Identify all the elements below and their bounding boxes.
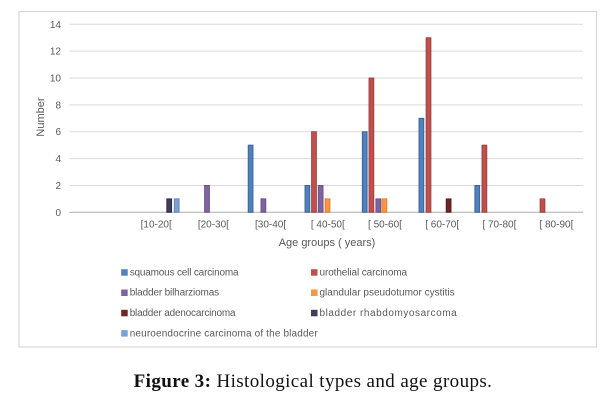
svg-text:[ 70-80[: [ 70-80[ [482, 220, 516, 231]
svg-text:urothelial carcinoma: urothelial carcinoma [320, 267, 408, 278]
svg-text:[ 60-70[: [ 60-70[ [425, 220, 459, 231]
svg-text:[10-20[: [10-20[ [141, 220, 172, 231]
svg-text:[ 80-90[: [ 80-90[ [539, 220, 573, 231]
svg-text:0: 0 [55, 208, 61, 219]
svg-text:12: 12 [50, 47, 62, 58]
svg-text:squamous cell carcinoma: squamous cell carcinoma [130, 267, 239, 278]
svg-text:[ 40-50[: [ 40-50[ [311, 220, 345, 231]
svg-text:glandular pseudotumor cystitis: glandular pseudotumor cystitis [320, 288, 455, 299]
svg-text:bladder rhabdomyosarcoma: bladder rhabdomyosarcoma [320, 308, 458, 319]
svg-text:Age groups ( years): Age groups ( years) [279, 237, 376, 249]
svg-text:2: 2 [55, 181, 61, 192]
svg-text:8: 8 [55, 100, 61, 111]
svg-text:4: 4 [55, 154, 61, 165]
svg-text:[ 50-60[: [ 50-60[ [368, 220, 402, 231]
svg-text:bladder adenocarcinoma: bladder adenocarcinoma [130, 308, 236, 319]
svg-text:Number: Number [35, 97, 47, 136]
svg-text:bladder bilharziomas: bladder bilharziomas [130, 288, 219, 299]
svg-text:neuroendocrine carcinoma of th: neuroendocrine carcinoma of the bladder [130, 328, 319, 339]
svg-text:6: 6 [55, 127, 61, 138]
svg-text:[30-40[: [30-40[ [255, 220, 286, 231]
svg-text:14: 14 [50, 20, 62, 31]
svg-text:10: 10 [50, 74, 62, 85]
svg-text:[20-30[: [20-30[ [198, 220, 229, 231]
